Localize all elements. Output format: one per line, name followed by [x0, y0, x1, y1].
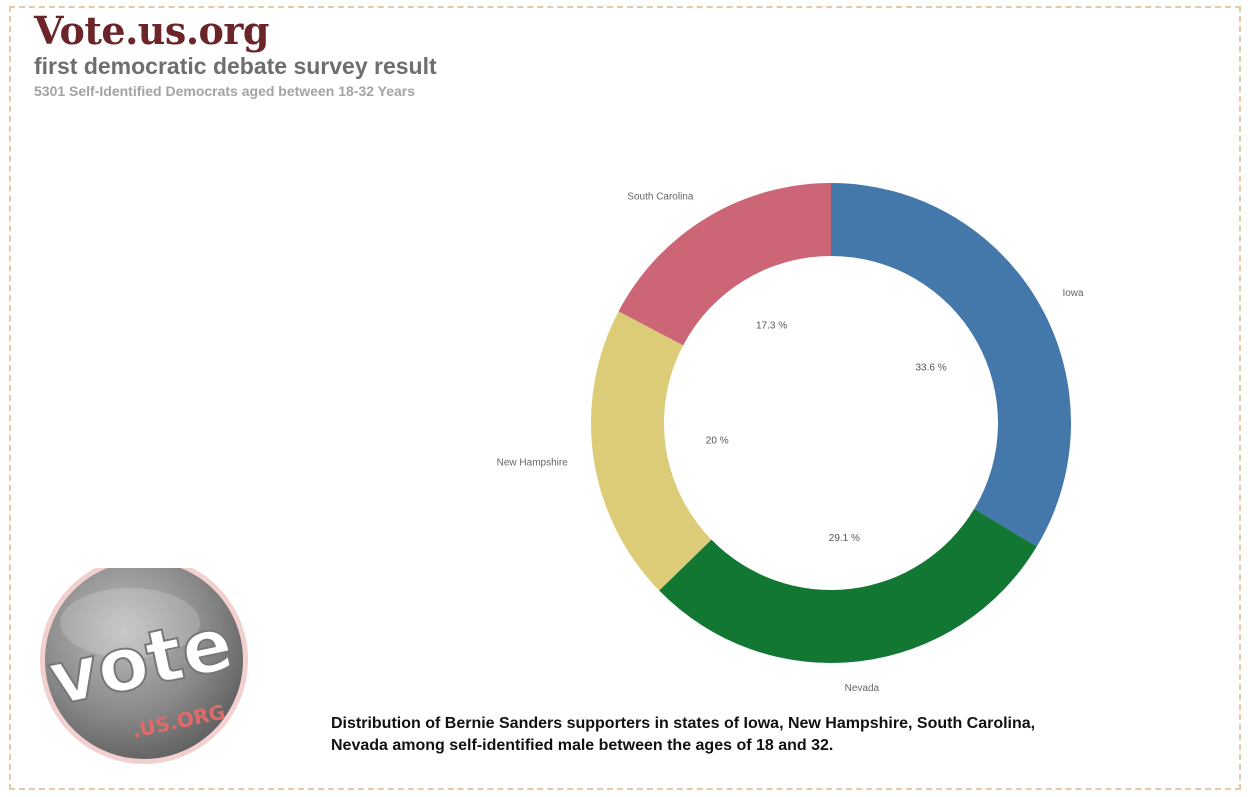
caption-line-2: Nevada among self-identified male betwee… [331, 737, 834, 754]
category-label-south-carolina: South Carolina [627, 191, 694, 202]
vote-logo-seal: vote .US.ORG [40, 568, 248, 764]
value-label-iowa: 33.6 % [916, 362, 947, 373]
slice-new-hampshire[interactable] [591, 311, 712, 591]
slice-iowa[interactable] [831, 183, 1071, 547]
donut-slices [591, 183, 1071, 663]
dashed-frame [9, 6, 1241, 790]
slice-south-carolina[interactable] [618, 183, 831, 346]
category-label-nevada: Nevada [845, 683, 880, 694]
chart-caption: Distribution of Bernie Sanders supporter… [331, 713, 1231, 757]
caption-line-1: Distribution of Bernie Sanders supporter… [331, 715, 1036, 732]
category-label-iowa: Iowa [1062, 288, 1084, 299]
value-label-south-carolina: 17.3 % [756, 321, 787, 332]
chart-subtitle: first democratic debate survey result [34, 53, 437, 79]
value-label-nevada: 29.1 % [829, 533, 860, 544]
survey-description: 5301 Self-Identified Democrats aged betw… [34, 83, 416, 99]
slice-labels: 33.6 % Iowa 29.1 % Nevada 20 % New Hampshire 1… [497, 191, 1084, 694]
value-label-new-hampshire: 20 % [706, 436, 729, 447]
brand-title: Vote.us.org [34, 8, 270, 53]
slice-nevada[interactable] [659, 508, 1037, 663]
category-label-new-hampshire: New Hampshire [497, 457, 569, 468]
